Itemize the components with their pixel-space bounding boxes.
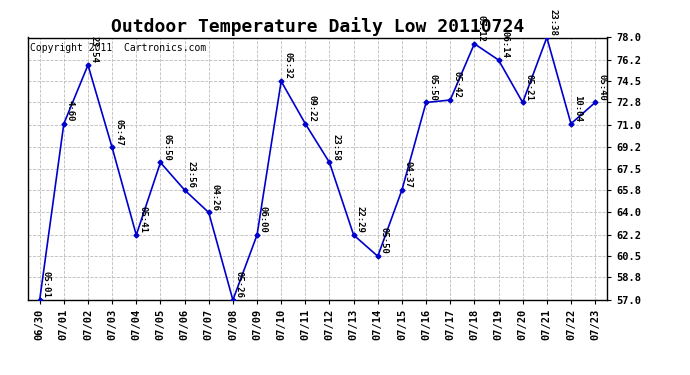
Text: 05:42: 05:42 [452,71,461,98]
Text: 23:56: 23:56 [186,161,195,188]
Text: 05:41: 05:41 [138,206,147,233]
Text: 05:47: 05:47 [114,119,123,146]
Text: 22:29: 22:29 [355,206,364,233]
Text: 23:54: 23:54 [90,36,99,63]
Text: 05:32: 05:32 [283,53,292,80]
Text: 05:50: 05:50 [380,228,388,254]
Text: 09:22: 09:22 [307,95,316,122]
Text: 05:50: 05:50 [162,134,171,160]
Text: 05:50: 05:50 [428,74,437,100]
Text: 04:37: 04:37 [404,161,413,188]
Text: 05:01: 05:01 [41,271,50,298]
Text: 05:12: 05:12 [476,15,485,42]
Title: Outdoor Temperature Daily Low 20110724: Outdoor Temperature Daily Low 20110724 [111,17,524,36]
Text: Copyright 2011  Cartronics.com: Copyright 2011 Cartronics.com [30,43,207,53]
Text: 05:21: 05:21 [524,74,533,100]
Text: 10:04: 10:04 [573,95,582,122]
Text: 05:26: 05:26 [235,271,244,298]
Text: 06:00: 06:00 [259,206,268,233]
Text: 06:14: 06:14 [500,31,509,58]
Text: 04:26: 04:26 [210,184,219,211]
Text: 23:58: 23:58 [331,134,340,160]
Text: 05:40: 05:40 [597,74,606,100]
Text: 4:60: 4:60 [66,100,75,122]
Text: 23:38: 23:38 [549,9,558,36]
